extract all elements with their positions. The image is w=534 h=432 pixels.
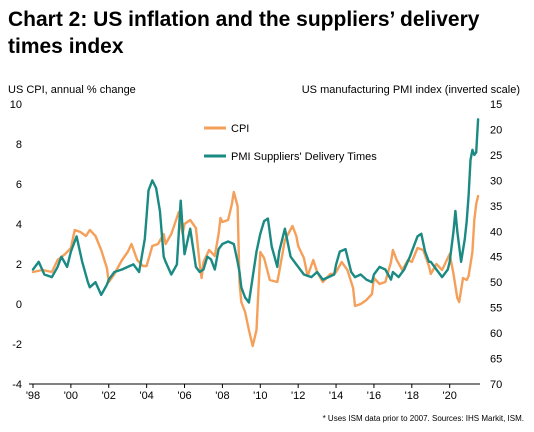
cpi-series-line	[31, 190, 480, 348]
right-tick-label: 45	[490, 252, 502, 264]
x-tick-label: '14	[329, 390, 343, 402]
x-tick-label: '00	[64, 390, 78, 402]
x-tick-label: '04	[139, 390, 153, 402]
right-tick-label: 55	[490, 303, 502, 315]
x-tick-label: '06	[177, 390, 191, 402]
right-tick-label: 35	[490, 201, 502, 213]
right-tick-label: 60	[490, 328, 502, 340]
series-lines	[31, 118, 480, 348]
legend: CPI PMI Suppliers' Delivery Times	[204, 123, 377, 163]
left-tick-label: -4	[12, 379, 22, 391]
left-tick-label: -2	[12, 339, 22, 351]
left-tick-labels: -4 -2 0 2 4 6 8 10	[10, 99, 22, 391]
right-axis-label: US manufacturing PMI index (inverted sca…	[301, 84, 520, 96]
left-tick-label: 4	[16, 219, 22, 231]
left-axis-label: US CPI, annual % change	[8, 84, 136, 96]
right-tick-label: 50	[490, 277, 502, 289]
x-tick-label: '98	[26, 390, 40, 402]
x-tick-label: '12	[291, 390, 305, 402]
right-tick-label: 20	[490, 124, 502, 136]
x-tick-label: '08	[215, 390, 229, 402]
x-tick-label: '18	[405, 390, 419, 402]
left-tick-label: 2	[16, 259, 22, 271]
left-tick-label: 10	[10, 99, 22, 111]
right-tick-labels: 15 20 25 30 35 40 45 50 55 60 65 70	[490, 99, 502, 391]
right-tick-label: 30	[490, 175, 502, 187]
left-tick-label: 6	[16, 179, 22, 191]
right-tick-label: 70	[490, 379, 502, 391]
left-tick-label: 8	[16, 139, 22, 151]
right-tick-label: 65	[490, 354, 502, 366]
left-tick-label: 0	[16, 299, 22, 311]
right-tick-label: 15	[490, 99, 502, 111]
legend-label-cpi: CPI	[231, 123, 249, 135]
right-tick-label: 40	[490, 226, 502, 238]
legend-label-pmi: PMI Suppliers' Delivery Times	[231, 151, 377, 163]
x-tick-label: '16	[367, 390, 381, 402]
x-tick-label: '10	[253, 390, 267, 402]
right-tick-label: 25	[490, 150, 502, 162]
pmi-series-line	[31, 118, 480, 304]
x-tick-label: '20	[443, 390, 457, 402]
source-note: * Uses ISM data prior to 2007. Sources: …	[322, 414, 524, 423]
x-tick-labels: '98 '00 '02 '04 '06 '08 '10 '12 '14 '16 '18 '20	[26, 384, 457, 402]
x-tick-label: '02	[102, 390, 116, 402]
chart-title: Chart 2: US inflation and the suppliers’…	[8, 8, 480, 58]
